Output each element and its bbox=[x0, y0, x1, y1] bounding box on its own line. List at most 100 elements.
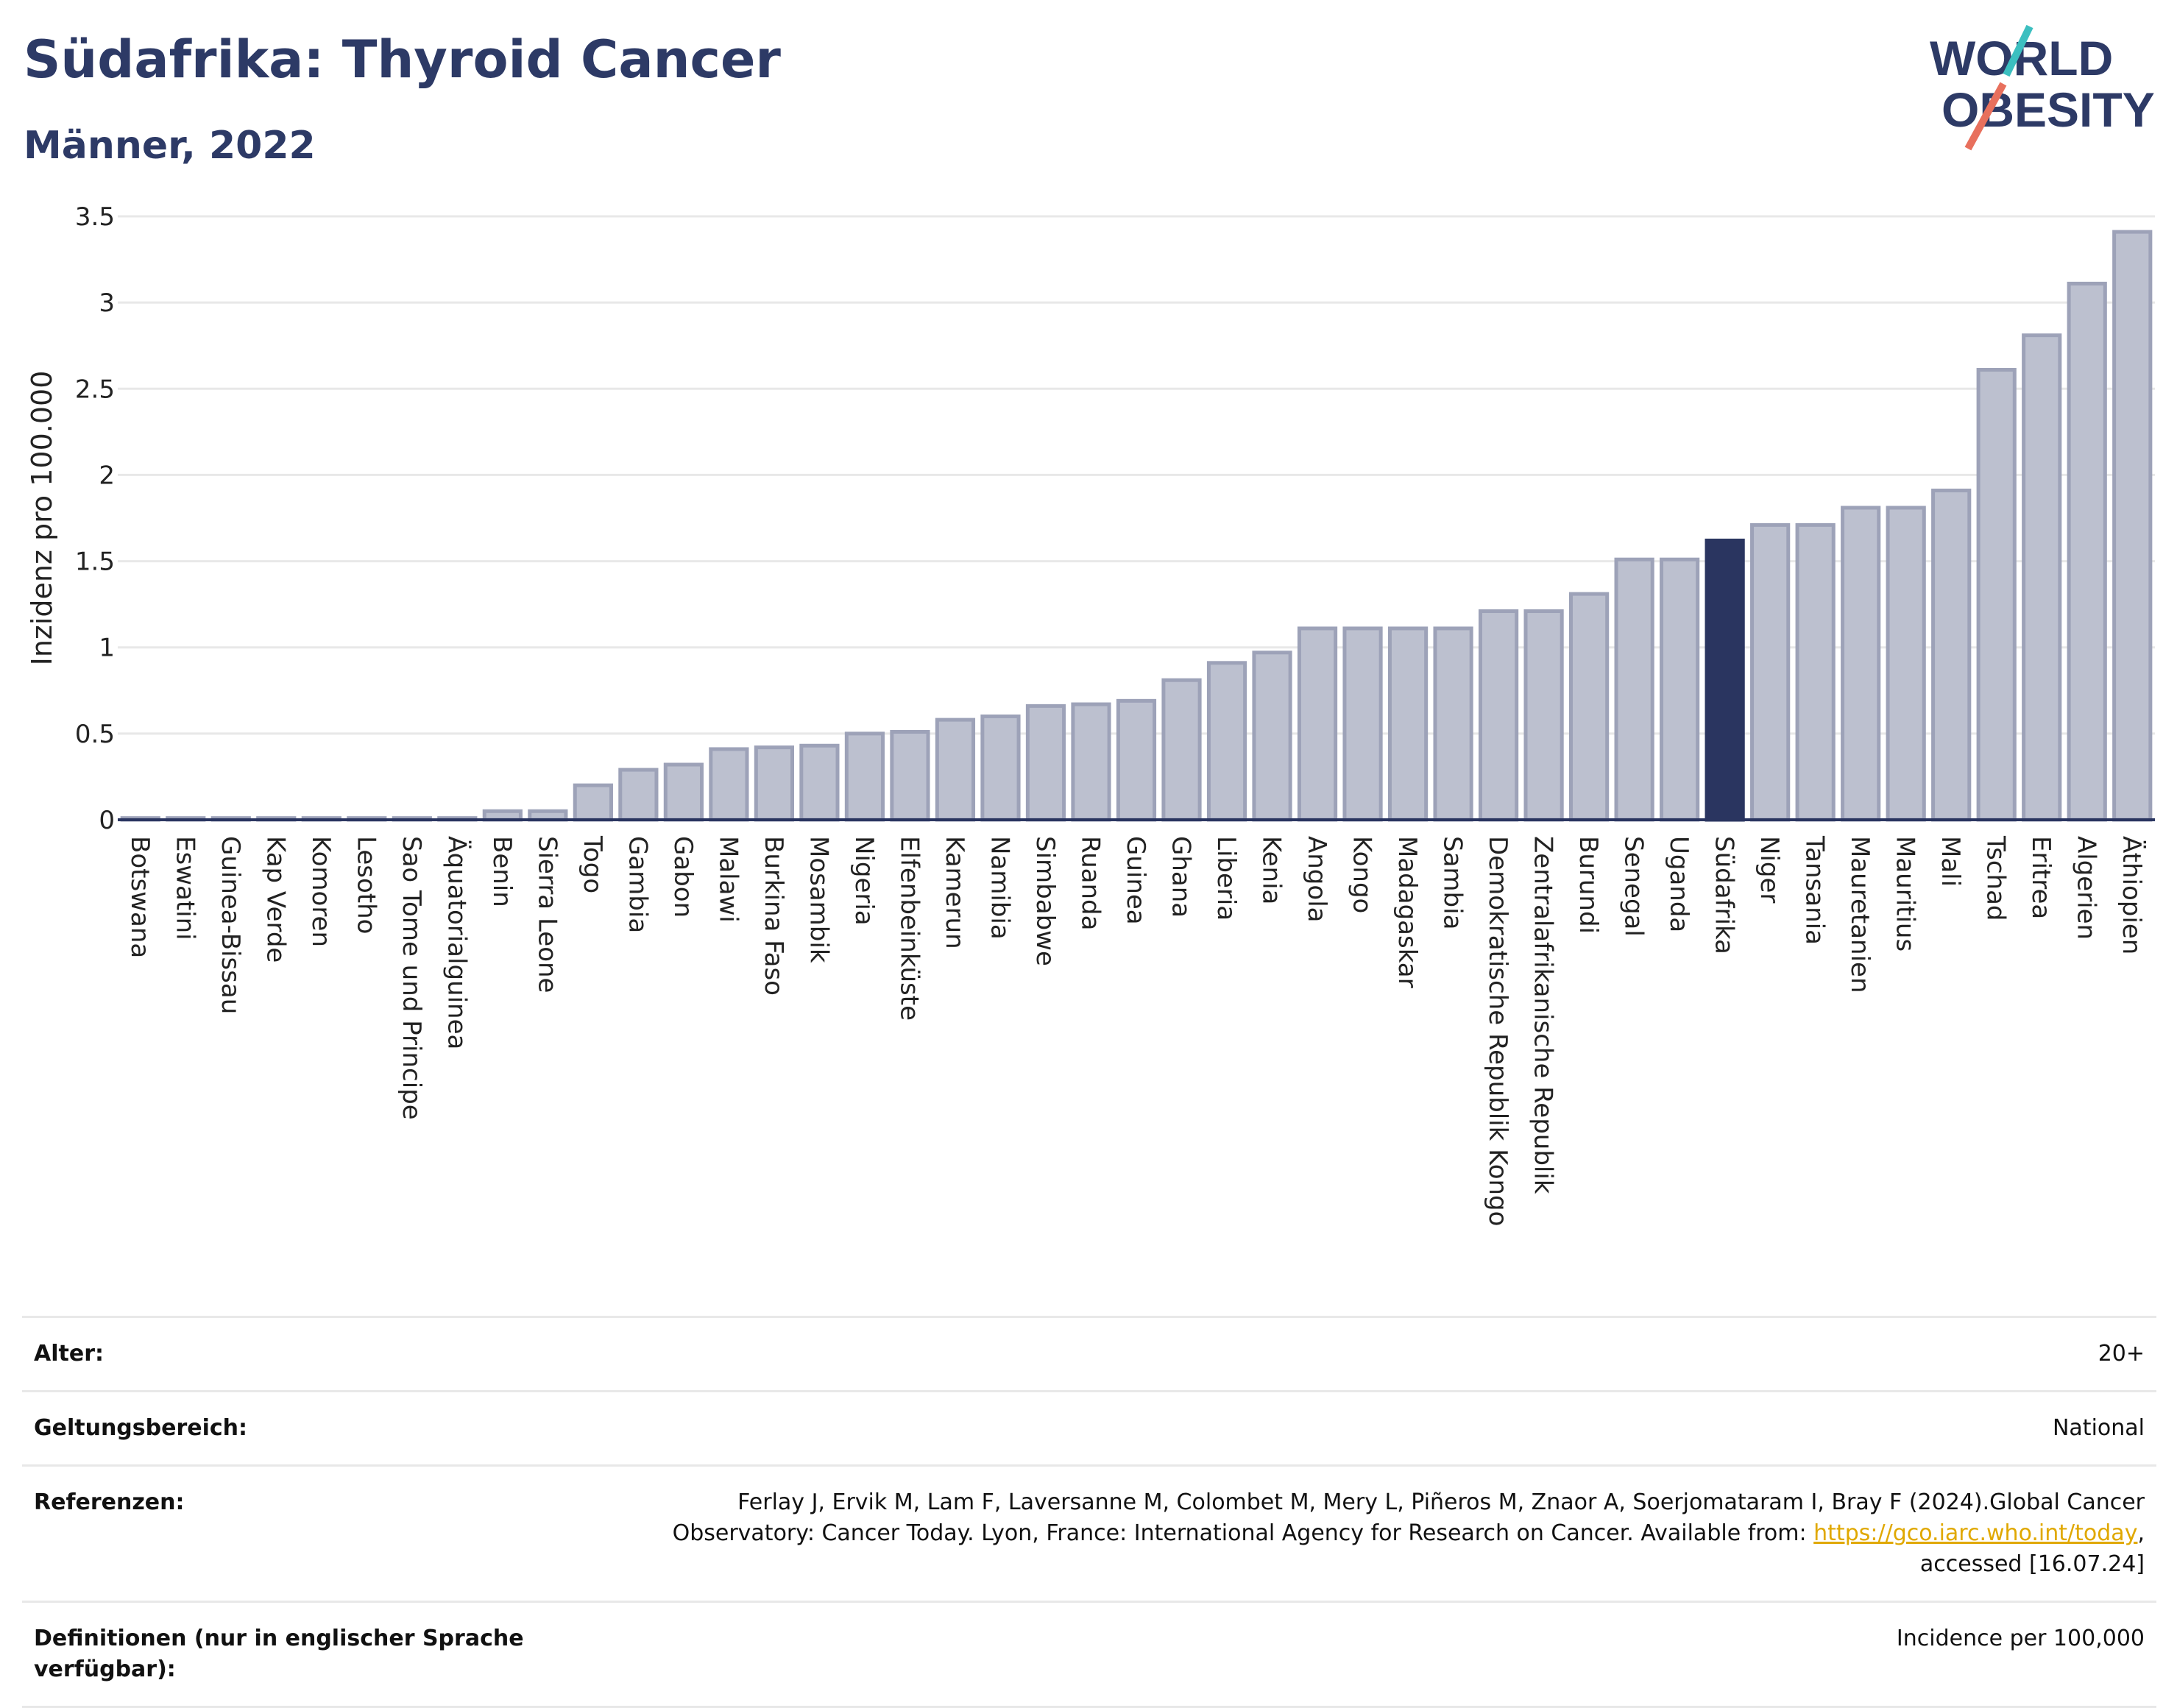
reference-accessed: , accessed [16.07.24] bbox=[1919, 1520, 2145, 1577]
x-tick-label: Kongo bbox=[1348, 836, 1377, 913]
y-tick-label: 1 bbox=[99, 634, 115, 663]
metadata-table: Alter: 20+ Geltungsbereich: National Ref… bbox=[22, 1316, 2156, 1708]
bar bbox=[1071, 702, 1111, 822]
bar bbox=[1660, 557, 1700, 822]
x-tick-label: Mauretanien bbox=[1845, 836, 1875, 993]
x-tick-label: Simbabwe bbox=[1030, 836, 1060, 966]
meta-label: Referenzen: bbox=[34, 1489, 185, 1515]
x-tick-label: Senegal bbox=[1619, 836, 1649, 937]
meta-row-definitions: Definitionen (nur in englischer Sprache … bbox=[22, 1601, 2156, 1708]
reference-text: Ferlay J, Ervik M, Lam F, Laversanne M, … bbox=[672, 1489, 2145, 1546]
x-tick-label: Äquatorialguinea bbox=[442, 836, 471, 1049]
x-tick-label: Kenia bbox=[1257, 836, 1286, 904]
reference-link[interactable]: https://gco.iarc.who.int/today bbox=[1813, 1520, 2138, 1546]
bar bbox=[1795, 522, 1836, 822]
x-tick-label: Nigeria bbox=[849, 836, 879, 926]
x-tick-label: Burundi bbox=[1574, 836, 1603, 934]
x-tick-label: Demokratische Republik Kongo bbox=[1483, 836, 1512, 1226]
bar bbox=[844, 731, 885, 822]
x-tick-label: Mosambik bbox=[804, 836, 833, 963]
x-tick-label: Liberia bbox=[1211, 836, 1241, 921]
y-tick-label: 3 bbox=[99, 288, 115, 318]
x-axis-labels: Botswana Eswatini Guinea-Bissau Kap Verde Ko… bbox=[125, 835, 2146, 1226]
meta-label: Geltungsbereich: bbox=[34, 1415, 248, 1441]
bar bbox=[1342, 626, 1383, 822]
bar bbox=[1931, 489, 1972, 822]
bar bbox=[1116, 698, 1157, 822]
meta-label: Alter: bbox=[34, 1341, 104, 1367]
x-tick-label: Guinea bbox=[1121, 836, 1150, 925]
y-tick-label: 1.5 bbox=[75, 548, 115, 577]
bar bbox=[618, 768, 659, 822]
chart-title: Südafrika: Thyroid Cancer bbox=[24, 29, 781, 90]
bar bbox=[2067, 281, 2107, 822]
x-tick-label: Gambia bbox=[623, 836, 652, 933]
y-tick-label: 2 bbox=[99, 461, 115, 490]
x-tick-label: Sierra Leone bbox=[532, 836, 562, 993]
bar bbox=[935, 717, 976, 822]
x-tick-label: Angola bbox=[1302, 836, 1331, 922]
x-tick-label: Gabon bbox=[668, 836, 698, 918]
bar-chart: 0 0.5 1 1.5 2 2.5 3 3.5 Botswana Eswatini Guinea-… bbox=[26, 202, 2155, 1226]
bar-highlight bbox=[1705, 538, 1745, 822]
y-axis-ticks: 0 0.5 1 1.5 2 2.5 3 3.5 bbox=[75, 202, 115, 835]
x-tick-label: Guinea-Bissau bbox=[216, 836, 245, 1014]
x-tick-label: Tansania bbox=[1800, 835, 1830, 945]
x-tick-label: Namibia bbox=[985, 836, 1014, 940]
x-tick-label: Südafrika bbox=[1710, 836, 1739, 954]
bar bbox=[1433, 626, 1473, 822]
x-tick-label: Uganda bbox=[1664, 836, 1693, 932]
y-tick-label: 0.5 bbox=[75, 720, 115, 749]
x-tick-label: Benin bbox=[487, 836, 517, 907]
bars bbox=[120, 230, 2153, 822]
bar bbox=[1569, 592, 1610, 822]
x-tick-label: Burkina Faso bbox=[759, 836, 788, 996]
bar bbox=[1252, 651, 1292, 822]
y-tick-label: 3.5 bbox=[75, 202, 115, 232]
x-tick-label: Malawi bbox=[713, 836, 743, 923]
bar bbox=[1841, 506, 1881, 822]
bar bbox=[1976, 368, 2017, 822]
bar bbox=[1886, 506, 1926, 822]
bar bbox=[754, 745, 795, 822]
bar bbox=[2022, 333, 2062, 822]
meta-row-age: Alter: 20+ bbox=[22, 1316, 2156, 1390]
x-tick-label: Togo bbox=[578, 835, 607, 893]
x-tick-label: Madagaskar bbox=[1392, 836, 1422, 988]
bar bbox=[1614, 557, 1654, 822]
bar bbox=[1161, 678, 1202, 822]
meta-row-scope: Geltungsbereich: National bbox=[22, 1390, 2156, 1464]
logo-slash-coral bbox=[1964, 82, 2007, 151]
meta-value: Incidence per 100,000 bbox=[1896, 1626, 2145, 1651]
bar bbox=[1297, 626, 1338, 822]
x-tick-label: Komoren bbox=[306, 836, 336, 947]
meta-value: 20+ bbox=[2098, 1341, 2145, 1367]
x-tick-label: Tschad bbox=[1981, 835, 2011, 921]
bar bbox=[1387, 626, 1429, 822]
x-tick-label: Botswana bbox=[125, 836, 155, 958]
bar bbox=[663, 762, 704, 822]
chart-subtitle: Männer, 2022 bbox=[24, 124, 316, 168]
x-tick-label: Zentralafrikanische Republik bbox=[1529, 836, 1558, 1194]
bar bbox=[890, 730, 930, 822]
x-tick-label: Ghana bbox=[1167, 836, 1196, 918]
meta-value: Ferlay J, Ervik M, Lam F, Laversanne M, … bbox=[599, 1487, 2145, 1580]
bar bbox=[1206, 661, 1247, 822]
x-tick-label: Ruanda bbox=[1075, 836, 1105, 930]
bar bbox=[573, 783, 613, 822]
x-tick-label: Kap Verde bbox=[261, 836, 290, 963]
x-tick-label: Niger bbox=[1755, 836, 1784, 903]
logo-slash-teal bbox=[2003, 24, 2033, 77]
x-tick-label: Eritrea bbox=[2026, 836, 2056, 919]
y-tick-label: 2.5 bbox=[75, 375, 115, 404]
y-tick-label: 0 bbox=[99, 806, 115, 835]
x-tick-label: Eswatini bbox=[170, 836, 199, 940]
bar bbox=[1478, 609, 1519, 822]
x-tick-label: Äthiopien bbox=[2117, 836, 2146, 954]
x-tick-label: Algerien bbox=[2072, 836, 2101, 940]
x-tick-label: Sao Tome und Principe bbox=[397, 836, 426, 1120]
world-obesity-logo: WORLD OBESITY bbox=[1930, 24, 2155, 151]
bar bbox=[1025, 704, 1066, 822]
x-tick-label: Elfenbeinküste bbox=[894, 836, 924, 1021]
x-tick-label: Lesotho bbox=[351, 836, 380, 934]
